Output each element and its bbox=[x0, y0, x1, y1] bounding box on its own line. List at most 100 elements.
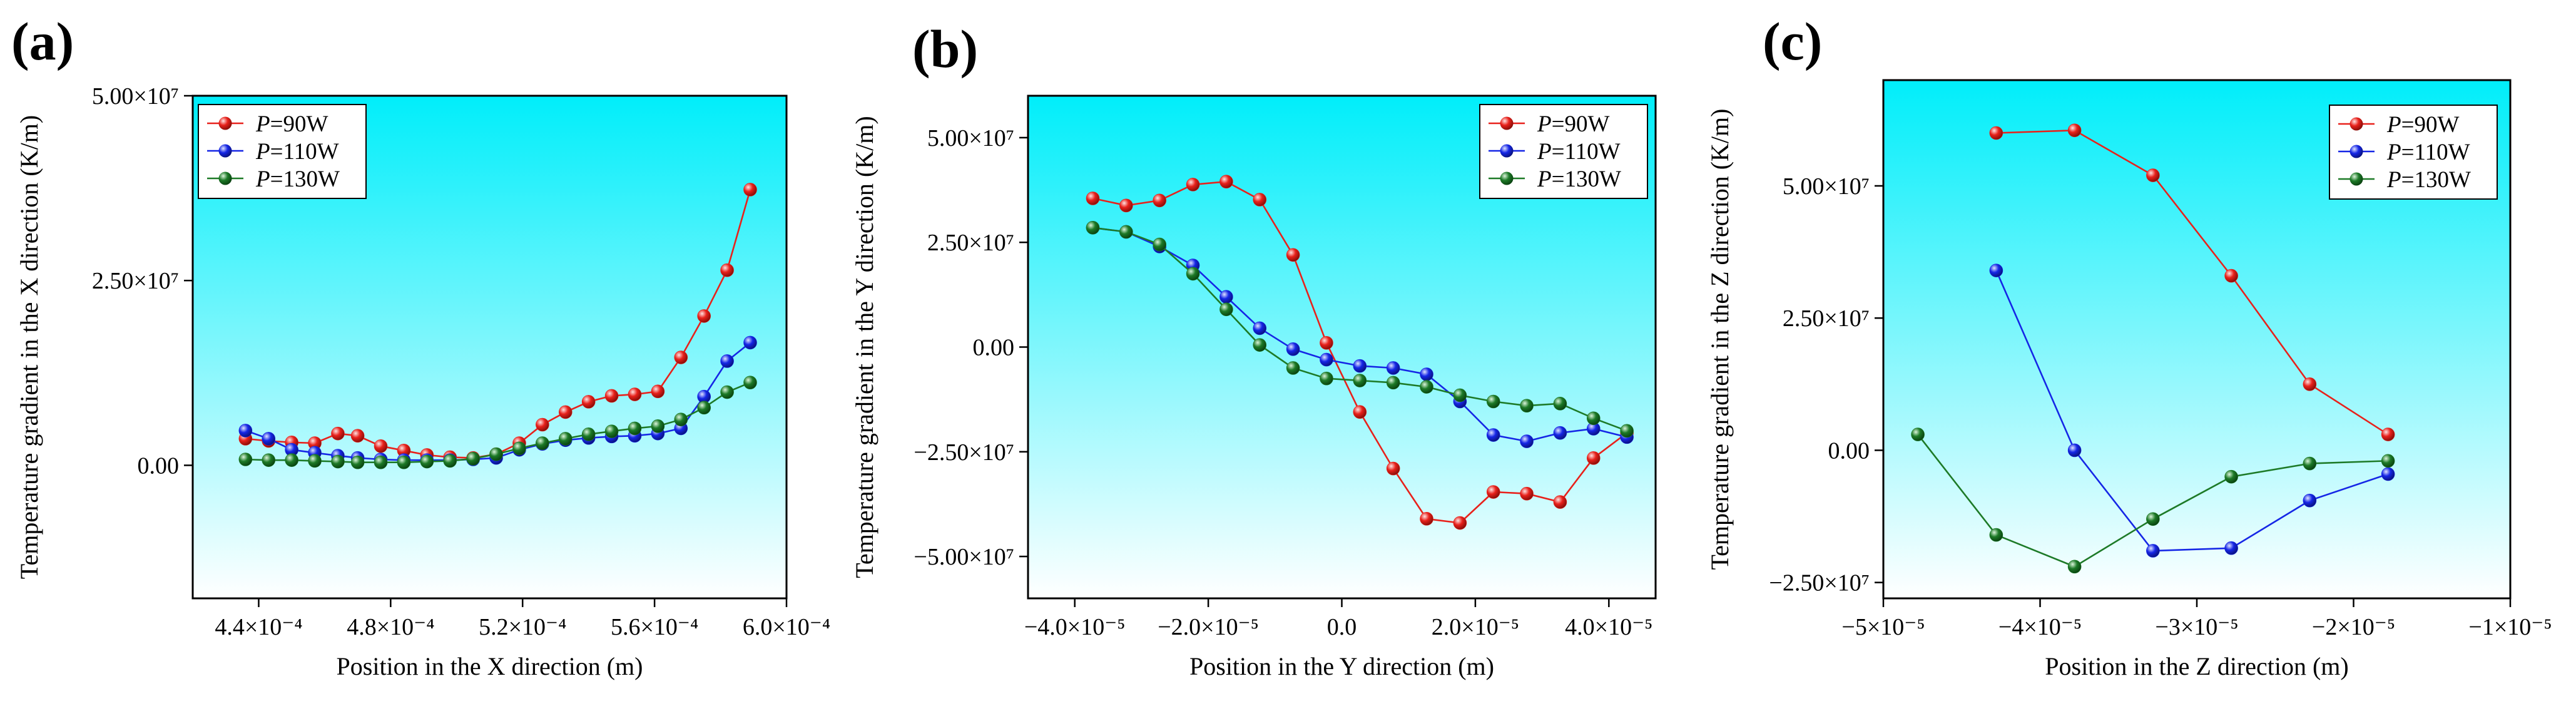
data-point bbox=[2381, 427, 2395, 441]
data-point bbox=[1353, 405, 1367, 419]
data-point bbox=[1119, 225, 1133, 239]
data-point bbox=[536, 417, 549, 432]
x-tick-label: −1×10⁻⁵ bbox=[2468, 614, 2552, 640]
data-point bbox=[238, 453, 253, 466]
data-point bbox=[1989, 264, 2003, 277]
data-point bbox=[2381, 454, 2395, 468]
data-point bbox=[1353, 359, 1367, 373]
data-point bbox=[581, 427, 596, 441]
data-point bbox=[443, 454, 457, 468]
data-point bbox=[1219, 302, 1233, 317]
y-tick-label: 2.50×10⁷ bbox=[1783, 305, 1870, 332]
data-point bbox=[674, 412, 688, 427]
y-axis-label: Temperature gradient in the Y direction … bbox=[850, 116, 878, 578]
data-point bbox=[1119, 198, 1133, 213]
data-point bbox=[1219, 290, 1233, 304]
x-tick-label: 5.2×10⁻⁴ bbox=[479, 614, 566, 640]
data-point bbox=[1989, 528, 2003, 542]
legend-marker bbox=[1500, 116, 1514, 130]
series-p-110w bbox=[1989, 264, 2395, 558]
y-tick-label: 2.50×10⁷ bbox=[92, 268, 179, 294]
x-tick-label: −2×10⁻⁵ bbox=[2312, 614, 2395, 640]
panel-label: (c) bbox=[1763, 11, 1822, 71]
y-tick-label: −2.50×10⁷ bbox=[1769, 570, 1870, 596]
data-point bbox=[720, 354, 734, 368]
series-p-130w bbox=[1911, 427, 2395, 574]
data-point bbox=[2146, 168, 2160, 182]
legend-entry: P=110W bbox=[1537, 139, 1621, 165]
x-axis-label: Position in the X direction (m) bbox=[337, 652, 643, 680]
data-point bbox=[374, 455, 388, 469]
data-point bbox=[331, 426, 345, 441]
data-point bbox=[2224, 541, 2238, 555]
data-point bbox=[1253, 338, 1267, 352]
plot-frame bbox=[1027, 95, 1657, 600]
x-tick-label: −4.0×10⁻⁵ bbox=[1024, 614, 1126, 640]
legend-entry: P=110W bbox=[2386, 140, 2470, 165]
data-point bbox=[1420, 512, 1433, 526]
legend-entry: P=90W bbox=[1537, 111, 1609, 137]
data-point bbox=[1453, 388, 1467, 402]
data-point bbox=[743, 183, 757, 197]
data-point bbox=[1520, 434, 1534, 448]
data-point bbox=[743, 335, 757, 350]
data-point bbox=[743, 376, 757, 389]
data-point bbox=[1186, 267, 1200, 281]
panel-label: (a) bbox=[11, 11, 74, 71]
data-point bbox=[1989, 126, 2003, 140]
x-tick-label: −2.0×10⁻⁵ bbox=[1158, 614, 1259, 640]
data-point bbox=[1286, 361, 1300, 375]
data-point bbox=[350, 429, 365, 443]
data-point bbox=[489, 447, 503, 461]
data-point bbox=[1320, 352, 1333, 367]
chart-panel-c: (c) −5×10⁻⁵ −4×10⁻⁵ −3×10⁻⁵ −2×10⁻⁵ −1×10⁻⁵ −2… bbox=[1706, 11, 2552, 680]
data-point bbox=[651, 384, 665, 399]
x-tick-label: 4.8×10⁻⁴ bbox=[347, 614, 434, 640]
x-tick-label: 0.0 bbox=[1327, 614, 1357, 640]
data-point bbox=[350, 455, 365, 469]
data-point bbox=[2303, 493, 2317, 508]
plot-frame bbox=[191, 95, 788, 600]
data-point bbox=[262, 432, 276, 446]
data-point bbox=[1253, 321, 1267, 335]
data-point bbox=[697, 309, 711, 323]
data-point bbox=[1586, 451, 1601, 465]
data-point bbox=[285, 453, 298, 467]
y-tick-label: −2.50×10⁷ bbox=[914, 439, 1014, 466]
legend-entry: P=90W bbox=[2386, 112, 2459, 138]
x-tick-label: 4.0×10⁻⁵ bbox=[1565, 614, 1652, 640]
data-point bbox=[536, 436, 549, 450]
data-point bbox=[1520, 399, 1534, 412]
legend-marker bbox=[218, 116, 232, 130]
y-axis-label: Temperature gradient in the X direction … bbox=[15, 115, 43, 579]
legend-entry: P=130W bbox=[2386, 167, 2471, 193]
chart-panel-b: (b) −4.0×10⁻⁵ −2.0×10⁻⁵ 0.0 2.0×10⁻⁵ 4.0×10⁻⁵… bbox=[850, 19, 1657, 680]
y-tick-label: 0.00 bbox=[973, 335, 1015, 361]
legend-marker bbox=[2349, 172, 2363, 186]
data-point bbox=[720, 263, 734, 277]
y-tick-label: 5.00×10⁷ bbox=[92, 83, 179, 110]
data-point bbox=[2146, 544, 2160, 558]
data-point bbox=[1186, 178, 1200, 192]
data-point bbox=[512, 441, 526, 456]
data-point bbox=[262, 453, 276, 467]
data-point bbox=[1420, 380, 1433, 394]
data-point bbox=[674, 350, 688, 364]
data-point bbox=[2303, 377, 2317, 391]
data-point bbox=[558, 405, 573, 419]
legend-marker bbox=[218, 144, 232, 158]
data-point bbox=[1286, 248, 1300, 262]
data-point bbox=[2224, 469, 2238, 484]
data-point bbox=[1453, 516, 1467, 530]
panel-label: (b) bbox=[912, 19, 978, 79]
legend-marker bbox=[2349, 117, 2363, 131]
data-point bbox=[604, 389, 619, 403]
data-point bbox=[2067, 123, 2082, 138]
data-point bbox=[1386, 376, 1400, 390]
x-axis-label: Position in the Y direction (m) bbox=[1189, 652, 1494, 680]
data-point bbox=[2067, 560, 2082, 574]
data-point bbox=[1911, 427, 1925, 441]
